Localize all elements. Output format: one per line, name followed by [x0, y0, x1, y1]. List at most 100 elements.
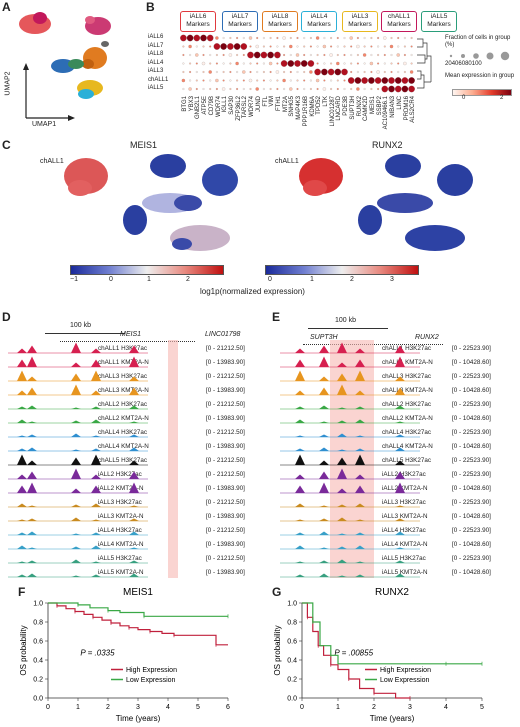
- track-label: iALL5 KMT2A-N: [98, 569, 144, 576]
- dotplot-dot: [296, 36, 299, 39]
- cbar-tick-r2: 1: [310, 276, 314, 283]
- dotplot-dot: [363, 87, 366, 90]
- dotplot-dot: [356, 44, 360, 49]
- dotplot-gene-label: WDR74: [215, 96, 222, 118]
- track-signal: [280, 356, 420, 368]
- track-peak: [319, 345, 329, 353]
- km-ylabel: OS probability: [273, 625, 282, 675]
- km-x-tick-label: 0: [300, 704, 304, 711]
- dotplot-dot: [336, 87, 339, 90]
- dotplot-row-label: iALL6: [148, 34, 164, 40]
- dotplot-gene-label: LINC: [396, 96, 403, 110]
- track-peak: [295, 359, 305, 367]
- dotplot-gene-label: CD79B: [208, 96, 215, 116]
- track-peak: [27, 376, 37, 381]
- dotplot-dot: [229, 62, 232, 65]
- dotplot-gene-label: NIBAN3: [390, 96, 397, 118]
- dotplot-dot: [206, 34, 214, 42]
- dotplot-row-label: iALL3: [148, 68, 164, 74]
- dotplot-dot: [215, 87, 218, 90]
- dotplot-dot: [396, 53, 400, 57]
- dotplot-dot: [383, 70, 386, 73]
- dotplot-dot: [327, 68, 335, 76]
- dotplot-dot: [283, 54, 286, 57]
- marker-box-label: Markers: [268, 21, 292, 28]
- dotplot-dot: [315, 78, 320, 83]
- track-signal: [280, 559, 420, 564]
- track-peak: [395, 345, 405, 353]
- marker-box-name: iALL5: [430, 13, 448, 20]
- track-peak: [395, 405, 405, 409]
- dotplot-dot: [409, 70, 414, 74]
- dotplot-dot: [309, 87, 312, 90]
- size-tick-60: 60: [458, 61, 466, 67]
- marker-box-name: iALL6: [189, 13, 207, 20]
- track-range: [0 - 21212.50]: [206, 499, 245, 506]
- track-signal: [8, 517, 148, 522]
- dotplot-dot: [283, 70, 286, 73]
- track-label: chALL3 KMT2A-N: [382, 387, 433, 394]
- umap-xlabel: UMAP1: [32, 121, 57, 128]
- dotplot-dot: [309, 36, 312, 39]
- dotplot-dot: [316, 87, 319, 90]
- track-peak: [295, 406, 305, 409]
- km-x-tick-label: 1: [336, 704, 340, 711]
- track-peak: [355, 503, 365, 507]
- track-peak: [319, 356, 329, 367]
- dotplot-dot: [403, 61, 407, 66]
- track-range: [0 - 22523.90]: [452, 527, 491, 534]
- km-pvalue: P = .00855: [334, 648, 373, 657]
- track-peak: [355, 448, 365, 451]
- track-peak: [17, 448, 27, 451]
- track-range: [0 - 13983.90]: [206, 387, 245, 394]
- track-signal: [8, 419, 148, 424]
- track-peak: [295, 574, 305, 577]
- dotplot-dot: [289, 79, 292, 82]
- dotplot-dot: [269, 87, 272, 90]
- dotplot-dot: [276, 36, 279, 39]
- umap-cluster-iall7: [85, 16, 111, 35]
- track-label: chALL5 H3K27ac: [382, 457, 432, 464]
- dotplot-dot: [256, 36, 259, 39]
- dotplot-gene-label: FTL: [262, 96, 269, 107]
- cbar-tick-m3: 1: [147, 276, 151, 283]
- panel-label-b: B: [146, 0, 155, 14]
- dotplot-dot: [390, 54, 393, 57]
- dotplot-dot: [209, 45, 212, 48]
- km-x-tick-label: 5: [196, 704, 200, 711]
- dotplot-dot: [181, 78, 186, 83]
- km-y-tick-label: 0.8: [33, 620, 43, 627]
- dotplot-dot: [202, 70, 205, 73]
- dotplot-dot: [389, 44, 394, 49]
- dotplot-gene-label: TARSL2: [242, 96, 249, 119]
- dotplot-dot: [321, 68, 328, 76]
- dotplot-dot: [303, 45, 306, 48]
- track-range: [0 - 13983.90]: [206, 359, 245, 366]
- track-peak: [355, 406, 365, 409]
- track-peak: [129, 405, 139, 409]
- dotplot-gene-label: MT2A: [282, 96, 289, 113]
- track-range: [0 - 10428.60]: [452, 415, 491, 422]
- track-signal: [8, 356, 148, 368]
- track-signal: [8, 559, 148, 564]
- track-peak: [319, 421, 329, 423]
- marker-box-5: chALL1 Markers: [381, 11, 417, 32]
- km-x-tick-label: 5: [480, 704, 484, 711]
- dotplot-dot: [283, 45, 286, 48]
- dotplot-dot: [236, 70, 239, 73]
- panel-label-f: F: [18, 585, 26, 599]
- dotplot-dot: [195, 62, 198, 65]
- track-peak: [17, 419, 27, 423]
- dotplot-dot: [394, 85, 402, 93]
- track-peak: [91, 390, 101, 395]
- dotplot-dot: [377, 54, 380, 57]
- track-peak: [17, 474, 27, 479]
- track-peak: [355, 390, 365, 395]
- track-peak: [319, 447, 329, 451]
- dotplot-dot: [276, 87, 279, 90]
- track-peak: [71, 559, 81, 563]
- track-range: [0 - 21212.50]: [206, 373, 245, 380]
- track-d-scale: 100 kb: [70, 322, 92, 329]
- dotplot-dot: [356, 36, 359, 39]
- track-peak: [71, 575, 81, 577]
